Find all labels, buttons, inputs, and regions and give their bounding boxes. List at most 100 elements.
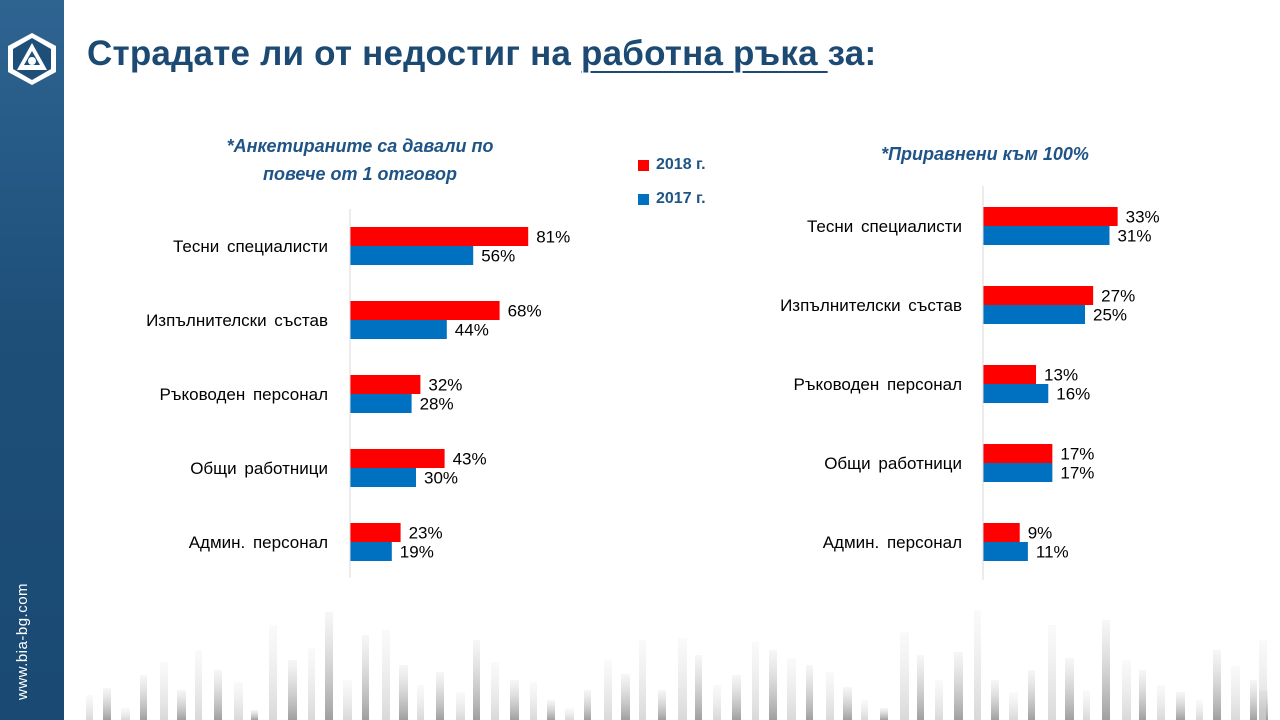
chart-left-bar-2017 bbox=[350, 394, 412, 413]
chart-right-data-label: 11% bbox=[1036, 543, 1069, 562]
decorative-skyline-bar bbox=[177, 690, 186, 720]
decorative-skyline-bar bbox=[1102, 620, 1110, 720]
decorative-skyline-bar bbox=[861, 700, 868, 720]
decorative-skyline-bar bbox=[103, 688, 111, 720]
title-underlined: работна ръка bbox=[581, 34, 828, 73]
chart-left-bar-2017 bbox=[350, 468, 416, 487]
decorative-skyline-bar bbox=[991, 680, 999, 720]
note-left-line2: повече от 1 отговор bbox=[262, 164, 458, 184]
decorative-skyline-bar bbox=[769, 650, 777, 720]
decorative-skyline-bar bbox=[510, 680, 519, 720]
decorative-skyline-bar bbox=[1122, 660, 1131, 720]
decorative-skyline-bar bbox=[1259, 695, 1266, 720]
chart-right-bar-2018 bbox=[983, 286, 1094, 305]
chart-right-data-label: 9% bbox=[1028, 524, 1053, 543]
page-title: Страдате ли от недостиг на работна ръка … bbox=[87, 34, 876, 74]
decorative-skyline-bar bbox=[1259, 640, 1267, 720]
decorative-skyline-bar bbox=[880, 708, 888, 720]
decorative-skyline-bar bbox=[1065, 658, 1074, 720]
chart-right-category-label: Админ. персонал bbox=[823, 533, 962, 552]
chart-right-bar-2017 bbox=[983, 463, 1053, 482]
decorative-skyline-bar bbox=[787, 658, 796, 720]
sidebar: www.bia-bg.com bbox=[0, 0, 64, 720]
chart-right: Тесни специалисти 33%31% Изпълнителски със… bbox=[780, 186, 1160, 580]
chart-left: Тесни специалисти 81% 56% Изпълнителски със… bbox=[146, 209, 570, 578]
chart-left-data-label: 44% bbox=[455, 321, 489, 340]
decorative-skyline-bar bbox=[1250, 680, 1257, 720]
chart-right-bar-2018 bbox=[983, 365, 1037, 384]
decorative-skyline-bar bbox=[621, 674, 630, 720]
decorative-skyline-bar bbox=[713, 685, 721, 720]
chart-left-category-label: Изпълнителски състав bbox=[146, 311, 328, 330]
legend: 2018 г. 2017 г. bbox=[638, 148, 706, 216]
title-suffix: за: bbox=[827, 34, 877, 73]
chart-right-category-label: Тесни специалисти bbox=[807, 217, 962, 236]
chart-left-data-label: 68% bbox=[508, 302, 542, 321]
chart-right-bar-2017 bbox=[983, 226, 1110, 245]
decorative-skyline-bar bbox=[491, 662, 499, 720]
decorative-skyline-bar bbox=[843, 687, 852, 720]
legend-label-2018: 2018 г. bbox=[656, 156, 706, 173]
decorative-skyline-bar bbox=[399, 665, 408, 720]
chart-right-data-label: 16% bbox=[1056, 385, 1090, 404]
decorative-skyline-bar bbox=[1009, 692, 1018, 720]
chart-left-category-label: Общи работници bbox=[190, 459, 328, 478]
decorative-skyline-bar bbox=[140, 675, 147, 720]
chart-right-bar-2018 bbox=[983, 523, 1020, 542]
legend-swatch-2018 bbox=[638, 159, 649, 171]
decorative-skyline-bar bbox=[954, 652, 963, 720]
decorative-skyline-bar bbox=[160, 662, 168, 720]
decorative-skyline-bar bbox=[935, 680, 943, 720]
decorative-skyline-bar bbox=[658, 690, 666, 720]
decorative-skyline-bar bbox=[1139, 670, 1146, 720]
chart-right-category-label: Изпълнителски състав bbox=[780, 296, 962, 315]
decorative-skyline-bar bbox=[565, 708, 574, 720]
decorative-skyline-bar bbox=[604, 660, 612, 720]
decorative-skyline-bar bbox=[251, 710, 258, 720]
chart-left-bar-2018 bbox=[350, 523, 401, 542]
decorative-skyline-bar bbox=[456, 692, 465, 720]
decorative-skyline-bar bbox=[288, 660, 297, 720]
title-prefix: Страдате ли от недостиг на bbox=[87, 34, 582, 73]
decorative-skyline-bar bbox=[826, 672, 834, 720]
chart-left-data-label: 43% bbox=[453, 450, 487, 469]
decorative-skyline-bar bbox=[695, 655, 702, 720]
decorative-skyline-bar bbox=[195, 650, 202, 720]
chart-left-data-label: 81% bbox=[536, 228, 570, 247]
chart-right-category-label: Ръководен персонал bbox=[794, 375, 962, 394]
decorative-skyline-bar bbox=[1083, 690, 1090, 720]
chart-left-bar-2017 bbox=[350, 320, 447, 339]
decorative-skyline-bar bbox=[1196, 700, 1203, 720]
decorative-skyline-bar bbox=[343, 680, 352, 720]
decorative-skyline-bar bbox=[269, 625, 277, 720]
note-left: *Анкетираните са давали по повече от 1 о… bbox=[190, 132, 530, 188]
chart-left-category-label: Тесни специалисти bbox=[173, 237, 328, 256]
decorative-skyline-bar bbox=[1048, 625, 1056, 720]
decorative-skyline-bar bbox=[584, 690, 591, 720]
chart-right-data-label: 17% bbox=[1060, 445, 1094, 464]
chart-right-bar-2018 bbox=[983, 444, 1053, 463]
chart-right-data-label: 33% bbox=[1126, 208, 1160, 227]
bia-logo-icon bbox=[8, 33, 56, 85]
chart-left-category-label: Ръководен персонал bbox=[160, 385, 328, 404]
decorative-skyline-bar bbox=[121, 708, 130, 720]
decorative-skyline-bar bbox=[436, 672, 444, 720]
chart-left-data-label: 32% bbox=[428, 376, 462, 395]
chart-right-bar-2017 bbox=[983, 542, 1028, 561]
decorative-skyline-bar bbox=[308, 648, 315, 720]
decorative-skyline-bar bbox=[325, 612, 333, 720]
chart-right-data-label: 13% bbox=[1044, 366, 1078, 385]
decorative-skyline-bar bbox=[732, 675, 741, 720]
decorative-skyline-bar bbox=[1176, 692, 1185, 720]
decorative-skyline bbox=[86, 610, 1268, 720]
chart-left-category-label: Админ. персонал bbox=[189, 533, 328, 552]
chart-right-category-label: Общи работници bbox=[824, 454, 962, 473]
legend-item-2017: 2017 г. bbox=[638, 182, 706, 216]
chart-left-bar-2018 bbox=[350, 375, 421, 394]
note-right: *Приравнени към 100% bbox=[881, 144, 1089, 164]
decorative-skyline-bar bbox=[473, 640, 480, 720]
decorative-skyline-bar bbox=[1157, 685, 1165, 720]
decorative-skyline-bar bbox=[678, 638, 687, 720]
chart-left-data-label: 30% bbox=[424, 469, 458, 488]
decorative-skyline-bar bbox=[806, 665, 813, 720]
